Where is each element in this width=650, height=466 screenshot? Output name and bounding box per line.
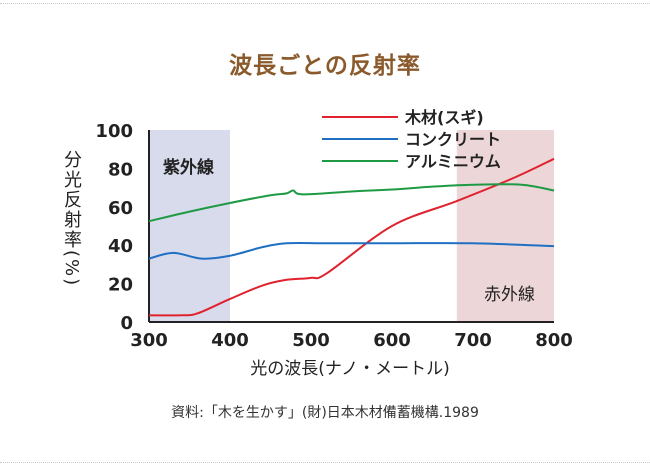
top-dotted-divider <box>0 3 650 4</box>
bottom-dotted-divider <box>0 462 650 463</box>
legend-label-0: 木材(スギ) <box>404 108 484 127</box>
x-tick-label: 700 <box>454 330 492 351</box>
source-note: 資料:「木を生かす」(財)日本木材備蓄機構.1989 <box>171 405 479 421</box>
series-line-1 <box>148 241 555 260</box>
y-tick-label: 0 <box>120 313 133 334</box>
y-tick-label: 20 <box>108 275 133 296</box>
x-tick-label: 400 <box>211 330 249 351</box>
band-1 <box>456 130 554 322</box>
x-tick-label: 600 <box>373 330 411 351</box>
band-label-1: 赤外線 <box>484 285 535 305</box>
band-label-0: 紫外線 <box>163 157 214 178</box>
chart-title: 波長ごとの反射率 <box>229 53 421 79</box>
x-tick-label: 300 <box>130 330 168 351</box>
y-tick-label: 40 <box>108 236 133 257</box>
series-line-0 <box>148 157 555 317</box>
legend-label-2: アルミニウム <box>405 152 501 171</box>
y-tick-label: 80 <box>108 159 133 180</box>
x-axis-title: 光の波長(ナノ・メートル) <box>250 359 450 379</box>
y-axis-title: 分光反射率(%) <box>61 150 82 288</box>
y-tick-label: 60 <box>108 198 133 219</box>
x-tick-label: 800 <box>535 330 573 351</box>
y-tick-label: 100 <box>95 121 133 142</box>
series-line-2 <box>148 183 555 223</box>
legend-label-1: コンクリート <box>405 130 501 149</box>
band-0 <box>149 130 230 322</box>
x-tick-label: 500 <box>292 330 330 351</box>
